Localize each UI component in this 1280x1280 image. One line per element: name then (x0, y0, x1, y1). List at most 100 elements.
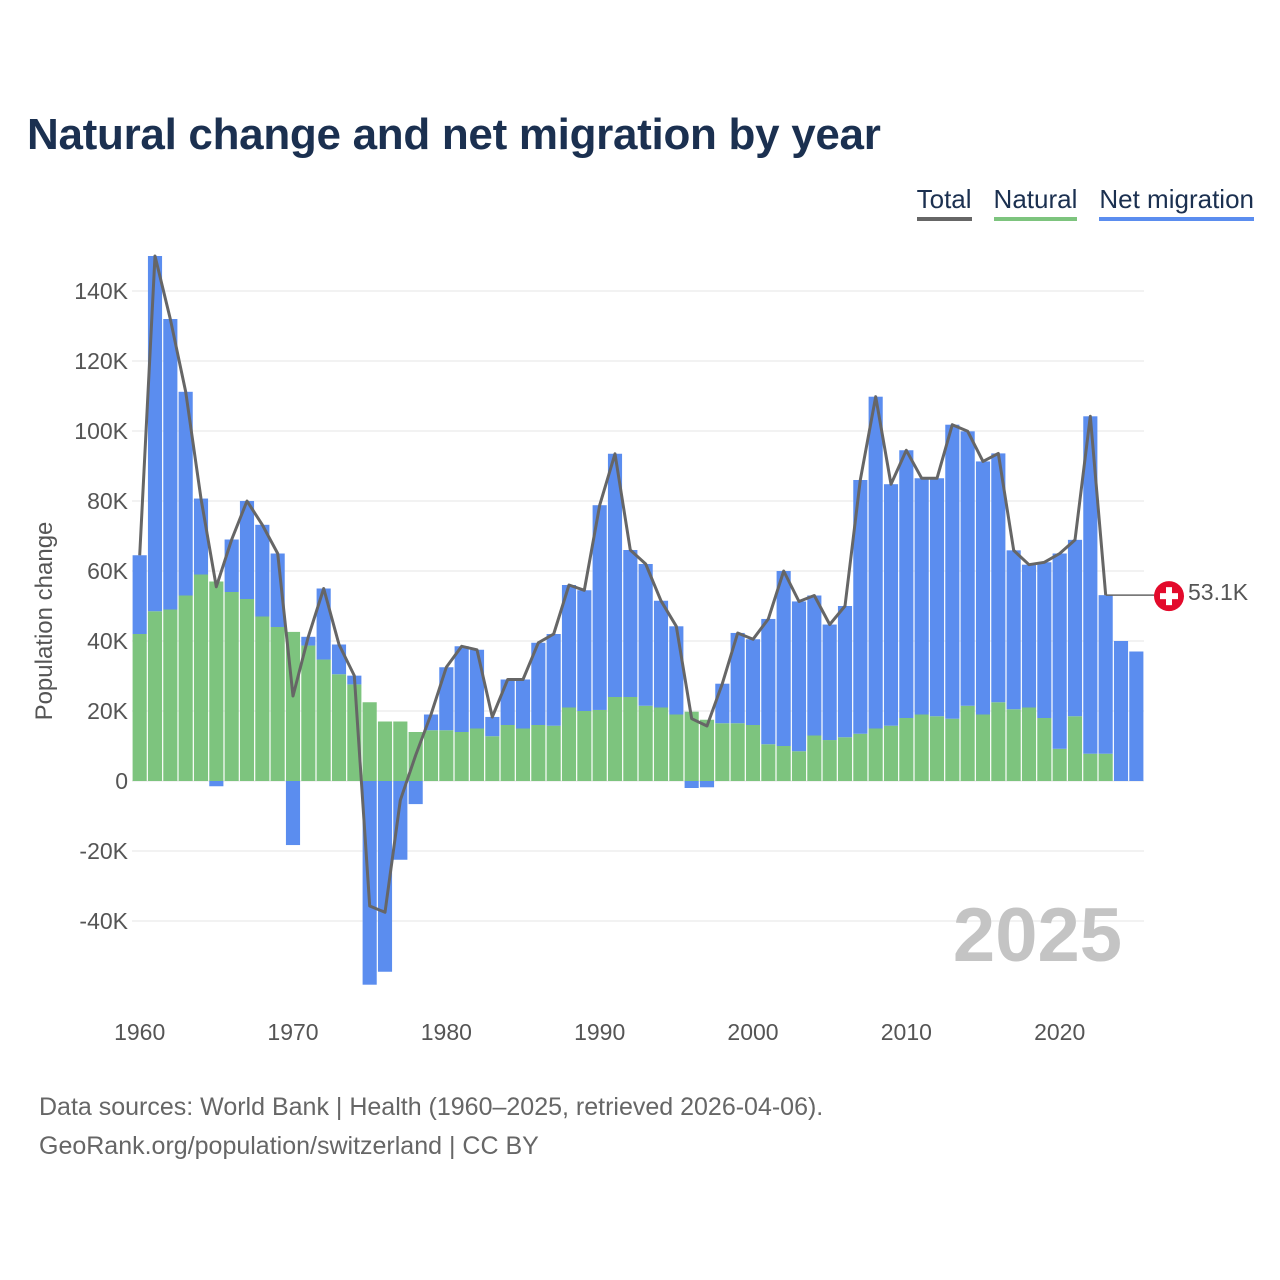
bar-migration (1129, 651, 1144, 781)
bar-natural (684, 711, 699, 781)
bar-migration (377, 781, 393, 972)
bar-natural (623, 697, 638, 781)
bar-natural (715, 723, 730, 781)
bar-migration (807, 595, 822, 736)
bar-migration (132, 555, 147, 634)
bar-natural (929, 716, 945, 781)
bar-migration (653, 600, 669, 708)
x-tick-label: 1960 (114, 1019, 165, 1045)
legend: Total Natural Net migration (916, 184, 1254, 221)
bar-migration (331, 644, 347, 675)
x-tick-label: 2020 (1034, 1019, 1085, 1045)
bar-migration (1113, 641, 1129, 781)
bar-migration (454, 646, 469, 732)
bar-natural (1083, 753, 1098, 781)
bar-natural (1067, 716, 1083, 781)
end-value-label: 53.1K (1188, 579, 1249, 605)
bar-migration (193, 498, 209, 575)
bar-natural (255, 616, 270, 781)
y-tick-label: 120K (74, 348, 128, 374)
bar-migration (638, 564, 653, 706)
legend-natural[interactable]: Natural (993, 184, 1078, 221)
bar-natural (331, 674, 347, 781)
bar-natural (699, 719, 715, 781)
bar-natural (807, 735, 822, 781)
bar-migration (147, 256, 163, 612)
x-tick-label: 1970 (267, 1019, 318, 1045)
bar-migration (699, 781, 715, 788)
bar-migration (531, 642, 546, 725)
bar-migration (684, 781, 699, 788)
bar-natural (515, 728, 531, 781)
bar-natural (561, 707, 577, 781)
bar-natural (1006, 709, 1021, 781)
bar-natural (991, 702, 1006, 781)
bar-migration (1021, 564, 1037, 708)
bar-migration (408, 781, 423, 805)
bar-migration (669, 626, 684, 715)
bar-migration (1083, 416, 1098, 754)
bar-natural (224, 592, 239, 781)
bar-natural (439, 730, 454, 781)
bar-migration (791, 601, 807, 752)
bar-natural (853, 733, 868, 781)
bar-natural (485, 736, 500, 781)
bar-migration (822, 624, 837, 741)
bar-natural (500, 725, 515, 781)
bar-migration (485, 716, 500, 737)
bar-migration (776, 571, 791, 746)
bar-migration (623, 550, 638, 697)
bar-migration (1052, 553, 1067, 749)
year-watermark: 2025 (952, 893, 1122, 978)
bar-migration (239, 501, 255, 599)
y-tick-label: 80K (87, 488, 129, 514)
bar-migration (837, 606, 853, 738)
bar-natural (393, 721, 408, 781)
bar-natural (945, 718, 960, 781)
bar-natural (193, 574, 209, 781)
x-tick-label: 1980 (421, 1019, 472, 1045)
y-tick-label: -20K (79, 838, 128, 864)
bar-migration (899, 450, 914, 718)
bar-natural (454, 732, 469, 781)
bar-natural (975, 714, 991, 781)
bar-migration (715, 683, 730, 724)
bar-migration (316, 588, 331, 660)
legend-total[interactable]: Total (916, 184, 972, 221)
bar-natural (960, 705, 975, 781)
bar-natural (914, 714, 929, 781)
bar-migration (255, 524, 270, 617)
bar-natural (761, 744, 776, 781)
bar-migration (991, 453, 1006, 703)
bar-migration (914, 478, 929, 715)
bar-migration (853, 480, 868, 734)
bar-natural (178, 595, 193, 781)
bar-migration (178, 391, 193, 596)
legend-net-migration[interactable]: Net migration (1099, 184, 1254, 221)
bar-natural (531, 725, 546, 781)
bar-migration (561, 585, 577, 708)
total-line (138, 254, 1108, 914)
bar-natural (592, 709, 607, 781)
bar-migration (224, 539, 239, 592)
bar-natural (546, 725, 561, 781)
footer-attribution[interactable]: GeoRank.org/population/switzerland | CC … (39, 1132, 539, 1160)
x-tick-label: 2010 (881, 1019, 932, 1045)
flag-cross-horizontal (1160, 593, 1178, 600)
y-tick-label: 60K (87, 558, 129, 584)
bar-natural (883, 725, 899, 781)
bar-natural (1037, 718, 1052, 781)
bar-natural (239, 599, 255, 781)
bar-migration (745, 639, 761, 725)
bar-migration (469, 649, 485, 729)
bar-natural (1098, 753, 1113, 781)
bar-migration (1067, 539, 1083, 717)
bar-migration (1037, 562, 1052, 718)
bar-natural (653, 707, 669, 781)
bar-natural (776, 746, 791, 781)
bar-migration (270, 553, 285, 627)
bar-natural (163, 609, 178, 781)
bar-migration (607, 453, 623, 697)
bar-natural (730, 723, 745, 781)
bar-natural (469, 728, 485, 781)
